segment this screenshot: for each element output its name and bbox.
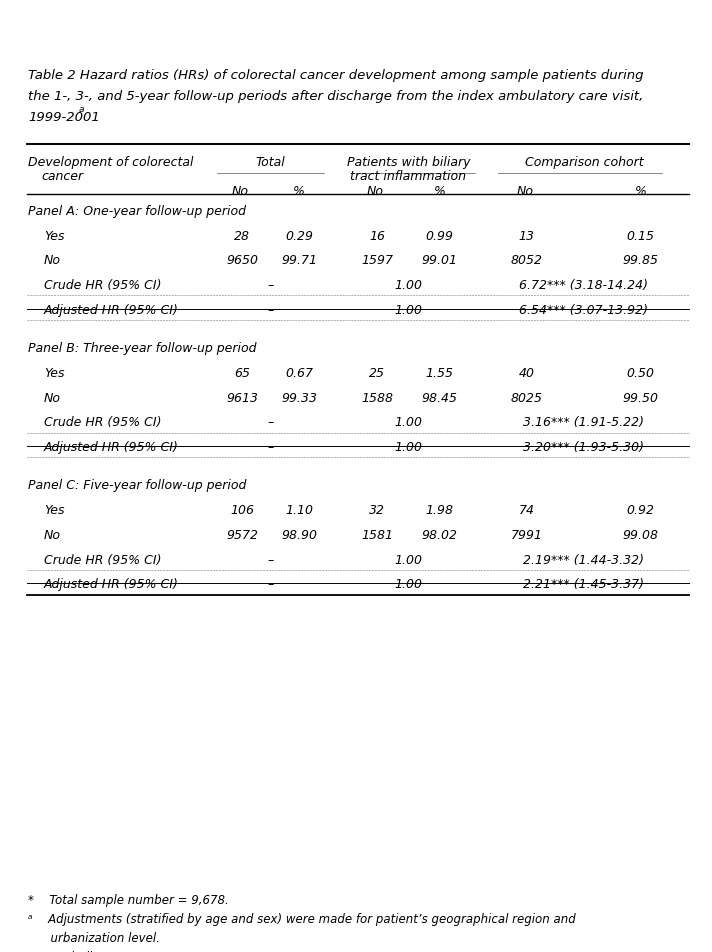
Text: 1588: 1588: [362, 391, 393, 405]
Text: Table 2 Hazard ratios (HRs) of colorectal cancer development among sample patien: Table 2 Hazard ratios (HRs) of colorecta…: [28, 69, 644, 82]
Text: 1999-2001: 1999-2001: [28, 110, 100, 124]
Text: Patients with biliary: Patients with biliary: [347, 156, 470, 169]
Text: 28: 28: [234, 229, 250, 243]
Text: 99.33: 99.33: [281, 391, 317, 405]
Text: ‡  *** indicates p<0.001.: ‡ *** indicates p<0.001.: [28, 950, 183, 952]
Text: –: –: [268, 441, 273, 454]
Text: Comparison cohort: Comparison cohort: [525, 156, 643, 169]
Text: ᵃ  Adjustments (stratified by age and sex) were made for patient’s geographical : ᵃ Adjustments (stratified by age and sex…: [28, 912, 576, 925]
Text: 98.02: 98.02: [422, 528, 457, 542]
Text: No.: No.: [516, 185, 538, 198]
Text: 1.00: 1.00: [394, 304, 422, 317]
Text: 9613: 9613: [226, 391, 258, 405]
Text: 98.90: 98.90: [281, 528, 317, 542]
Text: –: –: [268, 553, 273, 566]
Text: the 1-, 3-, and 5-year follow-up periods after discharge from the index ambulato: the 1-, 3-, and 5-year follow-up periods…: [28, 89, 644, 103]
Text: 1.00: 1.00: [394, 553, 422, 566]
Text: 0.99: 0.99: [425, 229, 454, 243]
Text: 0.92: 0.92: [627, 504, 655, 517]
Text: 6.72*** (3.18-14.24): 6.72*** (3.18-14.24): [519, 279, 649, 292]
Text: 1.00: 1.00: [394, 416, 422, 429]
Text: 99.08: 99.08: [623, 528, 659, 542]
Text: %: %: [293, 185, 305, 198]
Text: Adjusted HR (95% CI): Adjusted HR (95% CI): [44, 441, 179, 454]
Text: No: No: [44, 528, 61, 542]
Text: *  Total sample number = 9,678.: * Total sample number = 9,678.: [28, 893, 229, 906]
Text: 1.00: 1.00: [394, 279, 422, 292]
Text: 1597: 1597: [362, 254, 393, 268]
Text: %: %: [434, 185, 445, 198]
Text: 16: 16: [370, 229, 385, 243]
Text: Development of colorectal: Development of colorectal: [28, 156, 194, 169]
Text: 74: 74: [519, 504, 535, 517]
Text: 9572: 9572: [226, 528, 258, 542]
Text: Crude HR (95% CI): Crude HR (95% CI): [44, 553, 162, 566]
Text: 0.15: 0.15: [627, 229, 655, 243]
Text: 99.71: 99.71: [281, 254, 317, 268]
Text: 40: 40: [519, 367, 535, 380]
Text: 0.67: 0.67: [285, 367, 313, 380]
Text: 0.50: 0.50: [627, 367, 655, 380]
Text: 1581: 1581: [362, 528, 393, 542]
Text: 65: 65: [234, 367, 250, 380]
Text: 8052: 8052: [511, 254, 543, 268]
Text: urbanization level.: urbanization level.: [28, 931, 160, 944]
Text: 3.16*** (1.91-5.22): 3.16*** (1.91-5.22): [523, 416, 644, 429]
Text: –: –: [268, 416, 273, 429]
Text: 99.50: 99.50: [623, 391, 659, 405]
Text: tract inflammation: tract inflammation: [350, 169, 466, 183]
Text: –: –: [268, 304, 273, 317]
Text: Panel C: Five-year follow-up period: Panel C: Five-year follow-up period: [28, 479, 247, 492]
Text: Yes: Yes: [44, 367, 65, 380]
Text: 0.29: 0.29: [285, 229, 313, 243]
Text: Adjusted HR (95% CI): Adjusted HR (95% CI): [44, 304, 179, 317]
Text: Yes: Yes: [44, 504, 65, 517]
Text: 1.00: 1.00: [394, 441, 422, 454]
Text: No.: No.: [367, 185, 388, 198]
Text: Adjusted HR (95% CI): Adjusted HR (95% CI): [44, 578, 179, 591]
Text: 99.85: 99.85: [623, 254, 659, 268]
Text: cancer: cancer: [41, 169, 83, 183]
Text: Crude HR (95% CI): Crude HR (95% CI): [44, 279, 162, 292]
Text: No: No: [44, 254, 61, 268]
Text: Total: Total: [256, 156, 286, 169]
Text: 99.01: 99.01: [422, 254, 457, 268]
Text: 2.19*** (1.44-3.32): 2.19*** (1.44-3.32): [523, 553, 644, 566]
Text: 1.98: 1.98: [425, 504, 454, 517]
Text: 1.10: 1.10: [285, 504, 313, 517]
Text: %: %: [635, 185, 646, 198]
Text: 1.00: 1.00: [394, 578, 422, 591]
Text: 7991: 7991: [511, 528, 543, 542]
Text: 1.55: 1.55: [425, 367, 454, 380]
Text: Crude HR (95% CI): Crude HR (95% CI): [44, 416, 162, 429]
Text: –: –: [268, 578, 273, 591]
Text: Yes: Yes: [44, 229, 65, 243]
Text: No: No: [44, 391, 61, 405]
Text: 8025: 8025: [511, 391, 543, 405]
Text: 98.45: 98.45: [422, 391, 457, 405]
Text: 32: 32: [370, 504, 385, 517]
Text: No.: No.: [231, 185, 253, 198]
Text: –: –: [268, 279, 273, 292]
Text: 9650: 9650: [226, 254, 258, 268]
Text: a: a: [79, 105, 85, 113]
Text: 6.54*** (3.07-13.92): 6.54*** (3.07-13.92): [519, 304, 649, 317]
Text: 106: 106: [230, 504, 254, 517]
Text: 13: 13: [519, 229, 535, 243]
Text: Panel B: Three-year follow-up period: Panel B: Three-year follow-up period: [28, 342, 257, 355]
Text: 2.21*** (1.45-3.37): 2.21*** (1.45-3.37): [523, 578, 644, 591]
Text: Panel A: One-year follow-up period: Panel A: One-year follow-up period: [28, 205, 246, 218]
Text: 3.20*** (1.93-5.30): 3.20*** (1.93-5.30): [523, 441, 644, 454]
Text: 25: 25: [370, 367, 385, 380]
